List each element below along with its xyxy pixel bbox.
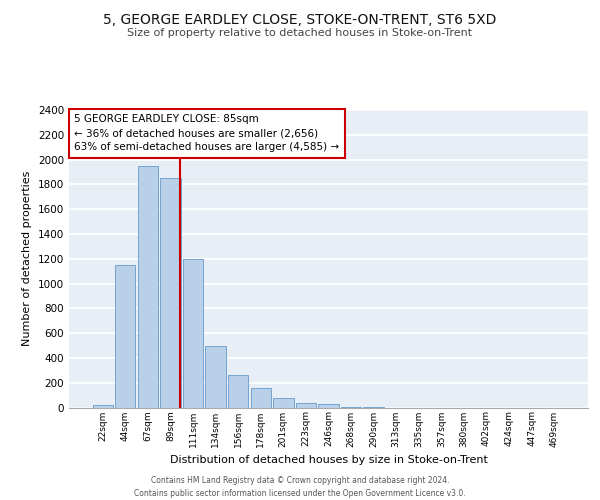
Bar [319, 404, 338, 407]
Bar [364, 407, 384, 408]
Bar [341, 407, 361, 408]
Bar [160, 178, 181, 408]
Bar [273, 398, 293, 407]
Text: Contains HM Land Registry data © Crown copyright and database right 2024.
Contai: Contains HM Land Registry data © Crown c… [134, 476, 466, 498]
Bar [296, 402, 316, 407]
Text: 5, GEORGE EARDLEY CLOSE, STOKE-ON-TRENT, ST6 5XD: 5, GEORGE EARDLEY CLOSE, STOKE-ON-TRENT,… [103, 12, 497, 26]
X-axis label: Distribution of detached houses by size in Stoke-on-Trent: Distribution of detached houses by size … [170, 455, 487, 465]
Bar [138, 166, 158, 408]
Text: Size of property relative to detached houses in Stoke-on-Trent: Size of property relative to detached ho… [127, 28, 473, 38]
Text: 5 GEORGE EARDLEY CLOSE: 85sqm
← 36% of detached houses are smaller (2,656)
63% o: 5 GEORGE EARDLEY CLOSE: 85sqm ← 36% of d… [74, 114, 340, 152]
Bar [92, 405, 113, 407]
Bar [251, 388, 271, 407]
Bar [205, 346, 226, 408]
Bar [183, 259, 203, 408]
Bar [115, 265, 136, 408]
Y-axis label: Number of detached properties: Number of detached properties [22, 171, 32, 346]
Bar [228, 376, 248, 408]
